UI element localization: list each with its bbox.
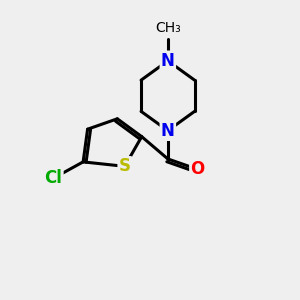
Text: N: N — [161, 122, 175, 140]
Text: CH₃: CH₃ — [155, 21, 181, 35]
Text: S: S — [119, 157, 131, 175]
Text: N: N — [161, 52, 175, 70]
Text: Cl: Cl — [44, 169, 62, 187]
Text: O: O — [190, 160, 205, 178]
